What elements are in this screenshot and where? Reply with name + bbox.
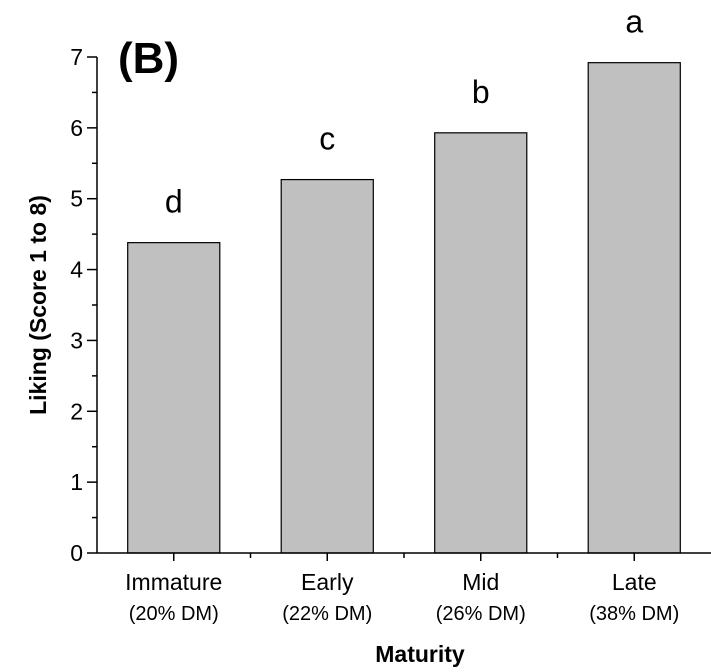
x-tick-sublabel: (20% DM) [129,603,219,625]
y-tick-label: 4 [70,257,83,283]
bar-early [280,178,374,554]
y-tick-label: 2 [70,398,83,424]
bar-mid [434,132,528,554]
significance-letters-group: d c b a [165,4,644,220]
x-tick-label: Mid [462,569,499,595]
y-tick-label: 1 [70,469,83,495]
y-tick-label: 7 [70,44,83,70]
x-ticks-group: Immature (20% DM) Early (22% DM) Mid (26% DM)… [125,553,679,625]
y-tick-label: 3 [70,327,83,353]
significance-letter: b [472,74,490,110]
y-tick-label: 5 [70,186,83,212]
y-tick-label: 6 [70,115,83,141]
x-tick-sublabel: (22% DM) [282,603,372,625]
significance-letter: a [625,4,643,40]
x-tick-label: Late [612,569,657,595]
x-tick-label: Early [301,569,354,595]
bar-late [587,62,681,554]
panel-label: (B) [118,34,179,83]
x-tick-label: Immature [125,569,222,595]
y-ticks-group: 0 1 2 3 4 5 6 7 [70,44,97,566]
x-tick-sublabel: (38% DM) [589,603,679,625]
significance-letter: d [165,184,183,220]
x-tick-sublabel: (26% DM) [436,603,526,625]
x-axis-title: Maturity [375,641,465,667]
significance-letter: c [319,121,335,157]
y-axis-title: Liking (Score 1 to 8) [25,195,51,415]
bars-group [127,62,681,554]
y-tick-label: 0 [70,540,83,566]
bar-immature [127,242,221,554]
